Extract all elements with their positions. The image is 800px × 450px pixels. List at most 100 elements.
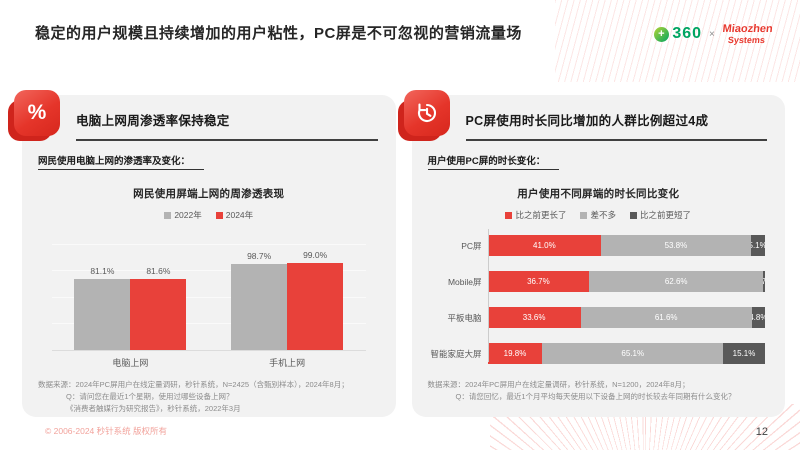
logo-separator: × (709, 28, 715, 40)
left-panel-title: 电脑上网周渗透率保持稳定 (76, 113, 230, 128)
brand-logos: + 360 × Miaozhen Systems (654, 23, 774, 45)
stacked-row: Mobile屏 36.7% 62.6% 0.7% (428, 271, 766, 292)
legend-swatch (630, 211, 637, 219)
divider-line (76, 139, 378, 141)
segment-value-label: 19.8% (503, 349, 527, 358)
segment-value-label: 36.7% (527, 277, 550, 286)
bar-group: 81.1% 81.6% (52, 245, 209, 350)
source-line: 《消费者触媒行为研究报告》，秒针系统，2022年3月 (66, 404, 241, 413)
copyright-notice: © 2006-2024 秒针系统 版权所有 (45, 426, 167, 436)
legend-swatch (164, 211, 172, 219)
legend-item: 比之前更短了 (630, 209, 691, 221)
right-chart-legend: 比之前更长了 差不多 比之前更短了 (428, 209, 770, 221)
bar-groups: 81.1% 81.6% 98.7% 99.0% (52, 245, 366, 350)
bar-group: 98.7% 99.0% (209, 245, 366, 350)
source-line: 数据来源：2024年PC屏用户在线定量调研，秒针系统，N=2425（含甄别样本）… (38, 380, 349, 389)
corner-stripes-decoration (555, 0, 800, 82)
right-panel-subtitle: 用户使用PC屏的时长变化： (427, 153, 560, 170)
percent-icon: % (14, 90, 60, 136)
legend-item: 比之前更长了 (505, 209, 566, 221)
bar-segment: 41.0% (487, 235, 602, 256)
source-line: 数据来源：2024年PC屏用户在线定量调研，秒针系统，N=1200，2024年8… (427, 380, 690, 389)
legend-item: 2024年 (215, 209, 254, 221)
percent-badge: % (8, 90, 60, 141)
source-line: Q：请您回忆，最近1个月平均每天使用以下设备上网的时长较去年同期有什么变化？ (455, 392, 736, 401)
clock-badge (397, 90, 450, 141)
left-chart-plot-area: 81.1% 81.6% 98.7% 99.0% (52, 244, 366, 351)
segment-value-label: 33.6% (522, 313, 546, 322)
right-chart-title: 用户使用不同屏端的时长同比变化 (517, 188, 680, 200)
stacked-bar-chart: 用户使用不同屏端的时长同比变化 比之前更长了 差不多 比之前更短了 PC屏 41.0%… (428, 186, 770, 364)
bar-segment: 61.6% (580, 307, 752, 328)
stacked-row: 智能家庭大屏 19.8% 65.1% 15.1% (428, 343, 766, 364)
right-panel-header: PC屏使用时长同比增加的人群比例超过4成 (428, 95, 770, 139)
bar-segment: 53.8% (601, 235, 751, 256)
bar-segment: 15.1% (723, 343, 765, 364)
bar: 81.1% (74, 266, 131, 350)
left-panel-subtitle: 网民使用电脑上网的渗透率及变化： (38, 153, 205, 170)
bar: 99.0% (287, 250, 344, 350)
logo-360-text: 360 (672, 25, 703, 43)
logo-360: + 360 (654, 25, 702, 43)
bar-segment: 5.1% (750, 235, 765, 256)
stacked-bar: 19.8% 65.1% 15.1% (487, 343, 766, 364)
row-label: Mobile屏 (447, 276, 482, 287)
row-label: 智能家庭大屏 (430, 348, 482, 359)
source-line: Q：请问您在最近1个星期，使用过哪些设备上网？ (66, 392, 234, 401)
segment-value-label: 5.1% (750, 241, 765, 250)
x-axis-labels: 电脑上网 手机上网 (52, 356, 366, 369)
stacked-bar: 33.6% 61.6% 4.8% (487, 307, 766, 328)
stacked-bar: 36.7% 62.6% 0.7% (487, 271, 766, 292)
bar-segment: 19.8% (487, 343, 543, 364)
right-panel-title: PC屏使用时长同比增加的人群比例超过4成 (465, 113, 709, 128)
legend-swatch (215, 211, 223, 219)
legend-swatch (505, 211, 513, 219)
legend-item: 差不多 (580, 209, 616, 221)
segment-value-label: 65.1% (621, 349, 645, 358)
legend-label: 2024年 (225, 210, 254, 220)
value-label: 81.6% (146, 265, 171, 276)
legend-label: 2022年 (174, 210, 202, 220)
header: 稳定的用户规模且持续增加的用户粘性，PC屏是不可忽视的营销流量场 + 360 ×… (35, 22, 774, 45)
bar-segment: 0.7% (763, 271, 765, 292)
right-panel: PC屏使用时长同比增加的人群比例超过4成 用户使用PC屏的时长变化： 用户使用不… (397, 90, 785, 417)
right-source-notes: 数据来源：2024年PC屏用户在线定量调研，秒针系统，N=1200，2024年8… (428, 379, 770, 403)
y-axis-line (487, 229, 489, 362)
segment-value-label: 4.8% (752, 313, 765, 322)
content-panels: % 电脑上网周渗透率保持稳定 网民使用电脑上网的渗透率及变化： 网民使用屏端上网… (8, 90, 785, 417)
stacked-rows: PC屏 41.0% 53.8% 5.1% Mobile屏 36.7% 62.6% 0.7% 平板… (428, 235, 766, 364)
gridline (52, 244, 366, 245)
bar-segment: 65.1% (542, 343, 724, 364)
category-label: 手机上网 (269, 358, 306, 368)
stacked-row: PC屏 41.0% 53.8% 5.1% (428, 235, 766, 256)
row-label: 平板电脑 (447, 312, 482, 323)
gridline (52, 270, 366, 272)
row-label: PC屏 (461, 240, 482, 251)
legend-label: 比之前更长了 (515, 210, 567, 220)
legend-item: 2022年 (164, 209, 202, 221)
left-panel-header: 电脑上网周渗透率保持稳定 (38, 95, 380, 139)
divider-line (465, 139, 767, 141)
bar: 98.7% (231, 251, 288, 350)
legend-label: 差不多 (590, 210, 616, 220)
page-title: 稳定的用户规模且持续增加的用户粘性，PC屏是不可忽视的营销流量场 (35, 25, 522, 42)
logo-miaozhen-line1: Miaozhen (721, 23, 774, 35)
logo-miaozhen: Miaozhen Systems (721, 23, 774, 45)
segment-value-label: 62.6% (664, 277, 688, 286)
grouped-bar-chart: 网民使用屏端上网的周渗透表现 2022年 2024年 81.1% 81.6% 98.7… (38, 186, 380, 369)
segment-value-label: 53.8% (664, 241, 688, 250)
segment-value-label: 15.1% (732, 349, 756, 358)
value-label: 98.7% (247, 250, 272, 261)
bar-segment: 36.7% (487, 271, 590, 292)
left-panel: % 电脑上网周渗透率保持稳定 网民使用电脑上网的渗透率及变化： 网民使用屏端上网… (8, 90, 396, 417)
segment-value-label: 41.0% (533, 241, 556, 250)
page-number: 12 (755, 426, 768, 438)
bar-segment: 33.6% (487, 307, 581, 328)
clock-history-icon (403, 90, 450, 136)
legend-label: 比之前更短了 (640, 210, 692, 220)
value-label: 99.0% (303, 250, 328, 261)
stacked-bar: 41.0% 53.8% 5.1% (487, 235, 766, 256)
segment-value-label: 61.6% (654, 313, 678, 322)
left-source-notes: 数据来源：2024年PC屏用户在线定量调研，秒针系统，N=2425（含甄别样本）… (38, 379, 380, 415)
left-chart-title: 网民使用屏端上网的周渗透表现 (133, 188, 285, 200)
